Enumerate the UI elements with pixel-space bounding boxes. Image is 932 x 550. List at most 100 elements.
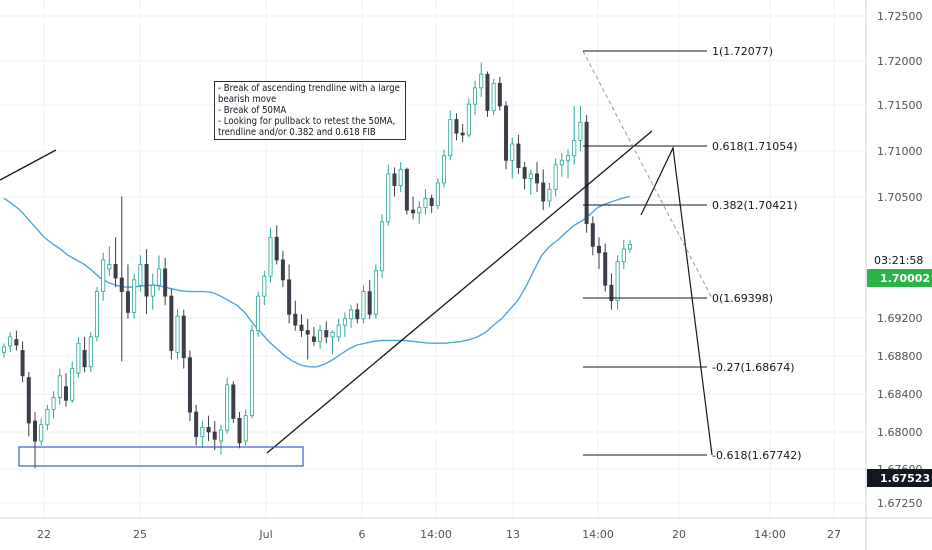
candlestick-series [2,62,633,469]
candle-body [76,342,81,374]
candle-body [609,284,614,302]
candle-body [628,244,633,250]
candle-body [386,173,391,223]
countdown-label: 03:21:58 [874,254,923,267]
candle-body [51,397,56,410]
x-tick-label: 6 [359,528,366,541]
candle-body [485,73,490,111]
candle-body [417,206,422,214]
candle-body [597,245,602,254]
candle-body [460,132,465,136]
x-tick-label: 14:00 [420,528,452,541]
candle-body [435,182,440,206]
x-tick-label: 14:00 [582,528,614,541]
candle-body [411,209,416,214]
candle-body [101,259,106,293]
candle-body [94,291,99,338]
x-tick-label: 27 [827,528,841,541]
candle-body [293,313,298,326]
y-tick-label: 1.72500 [877,10,923,23]
fib-label: 0.382(1.70421) [712,199,798,212]
candle-body [479,73,484,89]
candle-body [2,346,7,353]
candle-body [156,268,161,286]
candle-body [14,339,19,346]
candle-body [206,427,211,433]
candle-body [113,264,118,279]
candle-body [26,377,31,424]
y-tick-label: 1.69200 [877,312,923,325]
annotation-note[interactable]: - Break of ascending trendline with a la… [214,81,406,140]
candle-body [132,279,137,313]
y-tick-label: 1.68800 [877,350,923,363]
candle-body [404,168,409,211]
candle-body [318,330,323,342]
candle-body [448,119,453,157]
x-tick-label: 14:00 [754,528,786,541]
candle-body [541,182,546,202]
annotation-line: trendline and/or 0.382 and 0.618 FIB [218,127,376,138]
candle-body [194,411,199,437]
ma-line [3,195,631,368]
candle-body [373,270,378,315]
candle-body [57,375,62,398]
candle-body [138,264,143,286]
candle-body [398,168,403,187]
candle-body [175,315,180,353]
candle-body [169,295,174,351]
candle-body [187,357,192,413]
candle-body [566,155,571,161]
candle-body [621,248,626,263]
candle-body [212,431,217,440]
candle-body [125,291,130,313]
annotation-line: - Looking for pullback to retest the 50M… [218,116,396,127]
grid-lines [0,0,866,518]
candle-body [150,284,155,297]
candle-body [355,309,360,320]
candle-body [528,173,533,179]
ascending-trendline [266,130,653,454]
old-trendline [0,149,57,181]
candle-body [249,330,254,417]
candle-body [466,103,471,136]
candle-body [218,429,223,442]
y-tick-label: 1.68400 [877,388,923,401]
candle-body [107,264,112,270]
candle-body [553,164,558,190]
price-label-bg [867,230,932,248]
annotation-line: bearish move [218,94,277,105]
candle-body [590,223,595,247]
y-tick-label: 1.71500 [877,99,923,112]
fib-label: -0.618(1.67742) [712,449,802,462]
fib-label: 1(1.72077) [712,45,773,58]
candle-body [305,330,310,335]
y-tick-label: 1.68000 [877,426,923,439]
x-tick-label: Jul [258,528,272,541]
annotation-line: - Break of ascending trendline with a la… [218,83,400,94]
candle-body [256,295,261,331]
candle-body [243,415,248,442]
chart-drawings [0,50,713,467]
candle-body [572,139,577,157]
candle-body [442,155,447,184]
candle-body [274,236,279,261]
candle-body [181,315,186,359]
y-tick-label: 1.71000 [877,145,923,158]
candle-body [578,121,583,141]
support-box [18,446,304,467]
fib-trend-line [582,50,713,299]
candle-body [380,221,385,272]
y-tick-label: 1.70500 [877,191,923,204]
candle-body [516,143,521,168]
candle-body [336,324,341,338]
candle-body [504,105,509,161]
fibonacci-levels: 1(1.72077) 0.618(1.71054) 0.382(1.70421) 0(… [583,45,802,462]
candle-body [392,173,397,187]
candle-body [231,384,236,419]
candle-body [584,121,589,225]
x-tick-label: 25 [133,528,147,541]
candle-body [603,252,608,286]
candle-body [423,197,428,208]
